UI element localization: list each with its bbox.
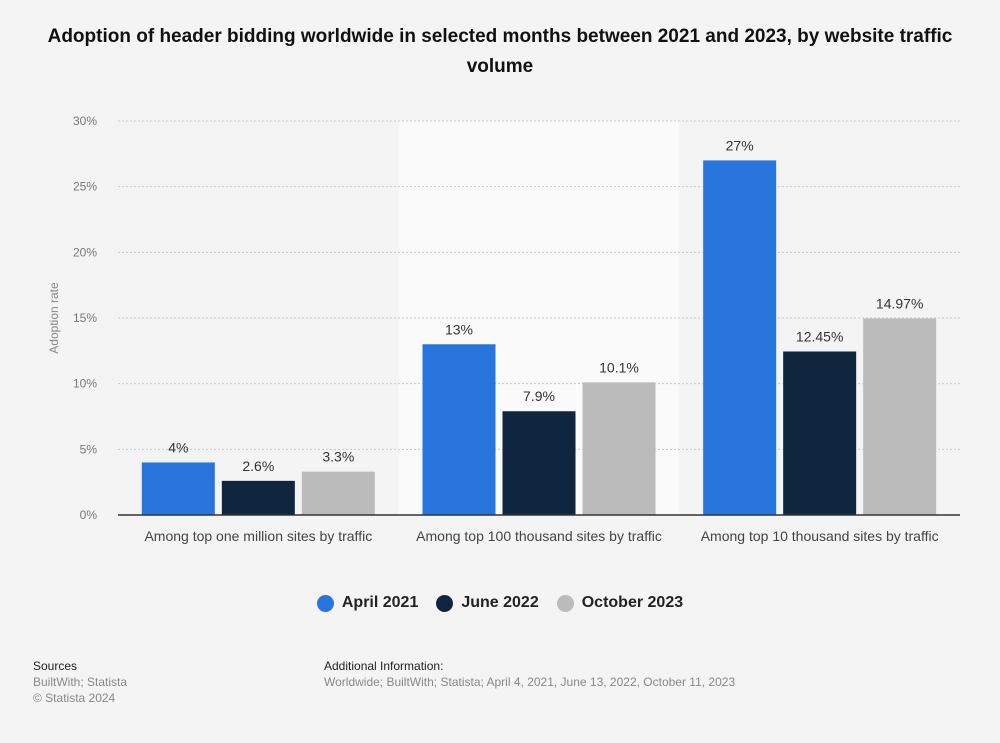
legend-label: June 2022 — [461, 594, 539, 611]
data-label: 10.1% — [599, 359, 639, 375]
sources-heading: Sources — [33, 659, 78, 673]
sources-text[interactable]: BuiltWith; Statista — [33, 675, 128, 689]
sources-block: Sources BuiltWith; Statista © Statista 2… — [33, 658, 127, 706]
data-label: 13% — [445, 321, 473, 337]
additional-info-heading: Additional Information: — [324, 659, 444, 673]
x-tick-label: Among top 10 thousand sites by traffic — [701, 528, 939, 544]
legend-label: April 2021 — [341, 594, 419, 611]
additional-info-text: Worldwide; BuiltWith; Statista; April 4,… — [324, 675, 736, 689]
data-label: 27% — [726, 137, 754, 153]
legend-item[interactable]: October 2023 — [556, 594, 684, 612]
bar — [141, 462, 215, 515]
legend-dot-icon — [556, 594, 574, 612]
y-tick-label: 25% — [73, 180, 97, 194]
data-label: 2.6% — [242, 458, 274, 474]
legend: April 2021 June 2022 October 2023 — [0, 594, 1000, 612]
bar — [422, 344, 496, 515]
copyright: © Statista 2024 — [33, 691, 116, 705]
bar — [221, 480, 295, 515]
data-label: 3.3% — [322, 449, 354, 465]
data-label: 14.97% — [876, 295, 923, 311]
y-tick-label: 15% — [73, 311, 97, 325]
bar — [863, 318, 937, 515]
additional-info-block: Additional Information: Worldwide; Built… — [324, 658, 735, 690]
chart-title: Adoption of header bidding worldwide in … — [47, 26, 953, 77]
y-tick-label: 10% — [73, 377, 97, 391]
bar — [703, 160, 777, 515]
y-tick-label: 5% — [80, 442, 98, 456]
y-tick-label: 20% — [73, 245, 97, 259]
data-label: 12.45% — [796, 328, 843, 344]
x-tick-label: Among top one million sites by traffic — [144, 528, 372, 544]
x-tick-label: Among top 100 thousand sites by traffic — [416, 528, 662, 544]
y-tick-label: 0% — [80, 508, 98, 522]
legend-item[interactable]: April 2021 — [316, 594, 419, 612]
y-tick-label: 30% — [73, 114, 97, 128]
bar-chart: 0% 5% 10% 15% 20% 25% 30% Adoption rate 4% 2.6% 3.… — [47, 114, 960, 544]
bar — [502, 411, 576, 515]
legend-dot-icon — [316, 594, 334, 612]
legend-label: October 2023 — [581, 594, 684, 611]
bar — [582, 382, 656, 515]
data-label: 7.9% — [523, 388, 555, 404]
bar — [301, 471, 375, 515]
legend-item[interactable]: June 2022 — [436, 594, 539, 612]
bar — [783, 351, 857, 515]
data-label: 4% — [168, 439, 188, 455]
y-axis-label: Adoption rate — [47, 282, 61, 354]
legend-dot-icon — [436, 594, 454, 612]
